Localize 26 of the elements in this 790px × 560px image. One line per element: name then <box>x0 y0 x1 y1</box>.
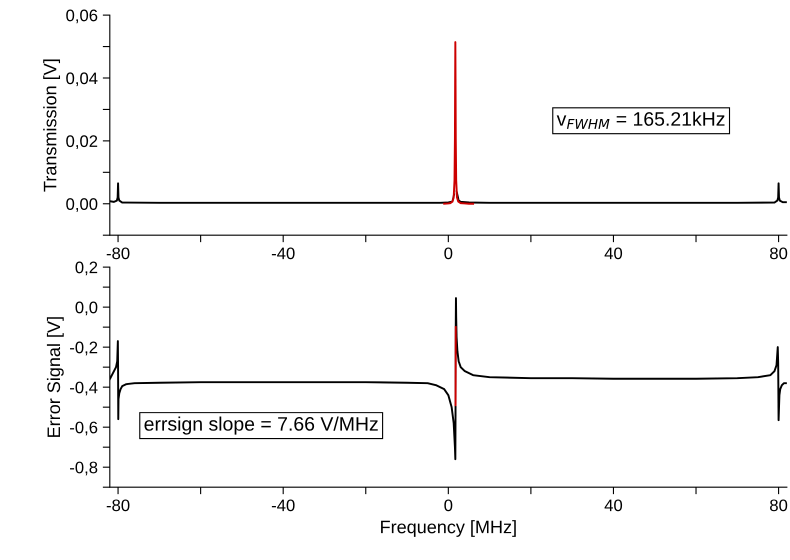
y-tick-label: 0,02 <box>66 135 98 150</box>
y-tick-label: 0,04 <box>66 72 98 86</box>
y-tick-label: 0,06 <box>66 10 98 24</box>
x-tick-label: -80 <box>106 247 130 260</box>
y-axis-title: Error Signal [V] <box>46 317 64 437</box>
x-tick-label: 40 <box>604 499 622 512</box>
y-tick-label: -0,2 <box>70 342 98 356</box>
x-tick-label: -80 <box>106 499 130 512</box>
x-tick-label: 80 <box>770 247 788 260</box>
x-tick-label: -40 <box>272 499 295 512</box>
y-tick-label: 0,0 <box>75 302 98 316</box>
annotation: errsign slope = 7.66 V/MHz <box>144 416 378 435</box>
x-tick-label: 0 <box>444 499 452 512</box>
y-tick-label: 0,00 <box>66 198 98 212</box>
line-series <box>443 41 474 205</box>
y-axis-title: Transmission [V] <box>43 60 60 192</box>
x-tick-label: 0 <box>444 247 452 260</box>
x-tick-label: 40 <box>604 247 622 260</box>
y-tick-label: -0,4 <box>70 382 98 396</box>
y-tick-label: -0,8 <box>70 462 98 476</box>
y-tick-label: -0,6 <box>70 422 98 436</box>
annotation: v$_{FWHM}$ = 165.21kHz <box>556 112 725 129</box>
x-tick-label: -40 <box>272 247 295 260</box>
x-tick-label: 80 <box>770 499 788 512</box>
y-tick-label: 0,2 <box>75 262 98 276</box>
x-axis-title: Frequency [MHz] <box>381 520 516 537</box>
